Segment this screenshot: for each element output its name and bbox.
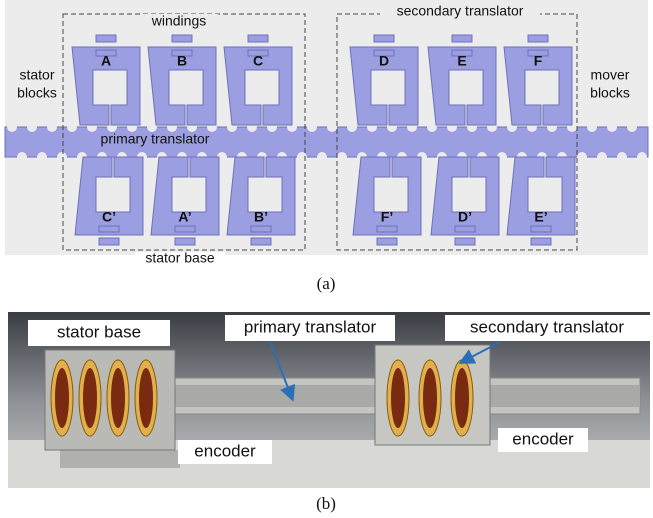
tooth-gap <box>577 152 587 162</box>
tooth-gap <box>67 122 77 132</box>
block-label: A <box>101 53 111 69</box>
block-label: F’ <box>381 209 393 225</box>
winding <box>175 238 195 245</box>
tooth-gap <box>627 122 637 132</box>
label: stator base <box>57 322 141 341</box>
tooth-gap <box>47 122 57 132</box>
tooth-gap <box>317 152 327 162</box>
tooth-gap <box>637 152 647 162</box>
winding <box>452 35 472 42</box>
coil-winding <box>455 368 469 428</box>
block-label: C’ <box>102 209 116 225</box>
coil-winding <box>423 368 437 428</box>
caption: (b) <box>316 494 336 513</box>
label: stator base <box>145 250 214 266</box>
block-label: B <box>177 53 187 69</box>
block-label: F <box>534 53 543 69</box>
block-label: A’ <box>178 209 191 225</box>
block-label: E’ <box>534 209 547 225</box>
winding <box>251 238 271 245</box>
label: windings <box>151 13 206 29</box>
winding <box>531 238 551 245</box>
label: mover <box>591 67 630 83</box>
label: encoder <box>512 429 574 448</box>
tooth-gap <box>607 122 617 132</box>
block-label: C <box>253 53 263 69</box>
block-label: D <box>379 53 389 69</box>
winding <box>528 35 548 42</box>
tooth-gap <box>307 122 317 132</box>
figure: A C’ B A’ C B’ D F’ E D’ F E’ windings secondary tr… <box>0 0 653 518</box>
winding <box>377 238 397 245</box>
winding <box>251 226 271 232</box>
label: stator <box>19 67 54 83</box>
stator-base <box>60 450 180 468</box>
label: blocks <box>17 85 57 101</box>
winding <box>377 226 397 232</box>
winding <box>531 226 551 232</box>
winding <box>374 35 394 42</box>
block-label: E <box>457 53 466 69</box>
label: secondary translator <box>397 3 524 19</box>
coil-winding <box>391 368 405 428</box>
winding <box>455 238 475 245</box>
winding <box>172 35 192 42</box>
coil-winding <box>83 368 97 428</box>
label: primary translator <box>244 317 377 336</box>
winding <box>99 238 119 245</box>
tooth-gap <box>327 122 337 132</box>
label: primary translator <box>101 131 210 147</box>
caption: (a) <box>317 274 336 293</box>
tooth-gap <box>337 152 347 162</box>
block-label: D’ <box>458 209 472 225</box>
winding <box>175 226 195 232</box>
winding <box>99 226 119 232</box>
winding <box>248 35 268 42</box>
tooth-gap <box>617 152 627 162</box>
tooth-gap <box>597 152 607 162</box>
coil-winding <box>55 368 69 428</box>
winding <box>455 226 475 232</box>
coil-winding <box>111 368 125 428</box>
winding <box>96 35 116 42</box>
coil-winding <box>139 368 153 428</box>
tooth-gap <box>27 122 37 132</box>
label: blocks <box>590 85 630 101</box>
label: secondary translator <box>470 317 624 336</box>
tooth-gap <box>57 152 67 162</box>
label: encoder <box>194 441 256 460</box>
tooth-gap <box>17 152 27 162</box>
block-label: B’ <box>254 209 268 225</box>
tooth-gap <box>347 122 357 132</box>
tooth-gap <box>7 122 17 132</box>
tooth-gap <box>587 122 597 132</box>
tooth-gap <box>37 152 47 162</box>
